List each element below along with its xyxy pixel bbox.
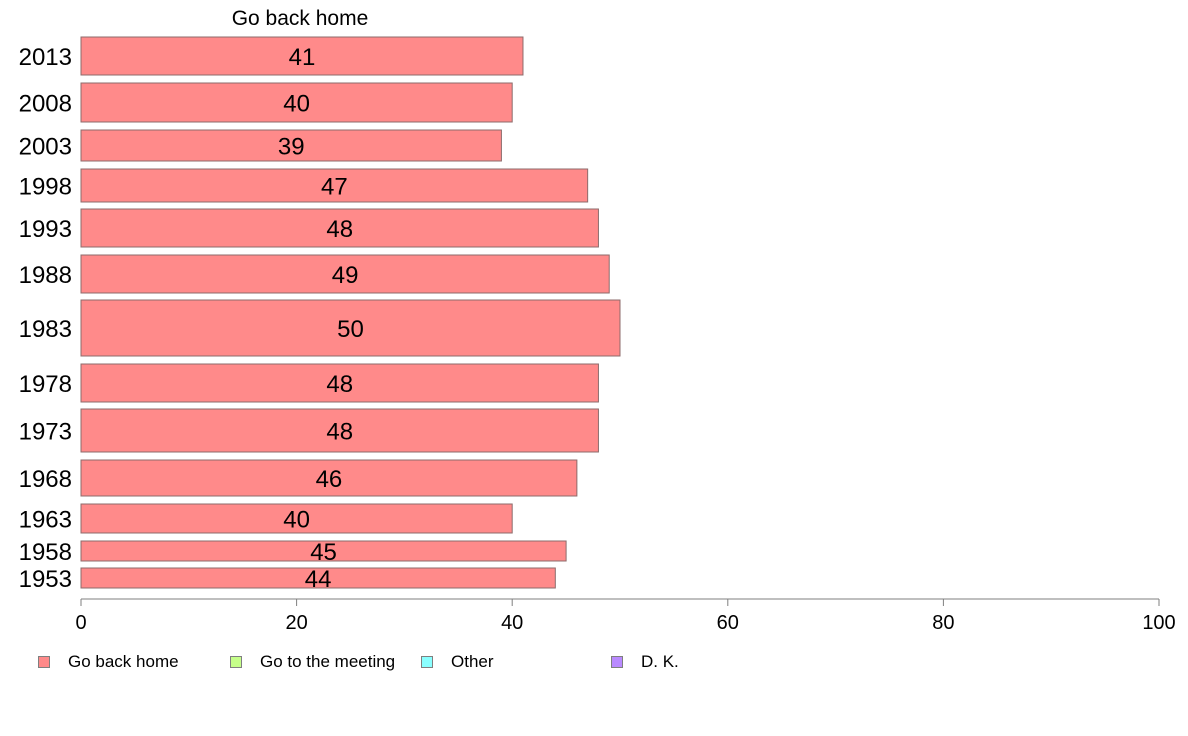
- bar-1968: [80, 459, 578, 497]
- bar-value-label-1958: 45: [310, 539, 337, 566]
- y-tick-label-1963: 1963: [19, 507, 72, 534]
- legend: Go back home Go to the meeting Other D. …: [38, 651, 1138, 673]
- y-tick-label-2003: 2003: [19, 134, 72, 161]
- y-tick-label-1978: 1978: [19, 371, 72, 398]
- bar-value-label-1953: 44: [305, 566, 332, 593]
- bar-value-label-1973: 48: [326, 419, 353, 446]
- bar-value-label-1998: 47: [321, 174, 348, 201]
- x-tick-label-0: 0: [75, 612, 86, 634]
- legend-item-other: Other: [421, 651, 494, 673]
- y-tick-label-1958: 1958: [19, 539, 72, 566]
- y-axis-labels: 2013 2008 2003 1998 1993 1988 1983 1978 1973 1968…: [19, 44, 72, 593]
- y-tick-label-1993: 1993: [19, 216, 72, 243]
- legend-swatch: [38, 656, 50, 668]
- bar-value-label-1983: 50: [337, 316, 364, 343]
- legend-label: D. K.: [641, 652, 679, 671]
- legend-item-go-to-the-meeting: Go to the meeting: [230, 651, 395, 673]
- bar-1993: [80, 208, 599, 248]
- bar-value-label-1993: 48: [326, 216, 353, 243]
- bar-value-label-1968: 46: [316, 466, 343, 493]
- x-tick-label-40: 40: [501, 612, 523, 634]
- bar-1963: [80, 503, 513, 534]
- bar-1973: [80, 408, 599, 453]
- legend-item-dk: D. K.: [611, 651, 679, 673]
- bar-1998: [80, 168, 589, 203]
- bar-1988: [80, 254, 610, 294]
- bar-value-label-1988: 49: [332, 262, 359, 289]
- bar-2013: [80, 36, 524, 76]
- x-tick-label-80: 80: [932, 612, 954, 634]
- bar-value-label-2008: 40: [283, 91, 310, 118]
- bar-2003: [80, 129, 502, 162]
- x-tick-label-20: 20: [285, 612, 307, 634]
- bar-1978: [80, 363, 599, 403]
- x-tick-label-100: 100: [1142, 612, 1175, 634]
- legend-label: Other: [451, 652, 494, 671]
- y-tick-label-1953: 1953: [19, 566, 72, 593]
- y-tick-label-1998: 1998: [19, 174, 72, 201]
- bar-1958: [80, 540, 567, 562]
- bar-value-label-2013: 41: [289, 44, 316, 71]
- bar-1953: [80, 567, 556, 589]
- y-tick-label-1973: 1973: [19, 419, 72, 446]
- bar-value-label-1978: 48: [326, 371, 353, 398]
- bar-value-label-2003: 39: [278, 134, 305, 161]
- legend-swatch: [421, 656, 433, 668]
- legend-swatch: [611, 656, 623, 668]
- bar-2008: [80, 82, 513, 123]
- y-tick-label-1983: 1983: [19, 316, 72, 343]
- y-tick-label-1968: 1968: [19, 466, 72, 493]
- legend-label: Go to the meeting: [260, 652, 396, 671]
- y-tick-label-1988: 1988: [19, 262, 72, 289]
- x-tick-label-60: 60: [717, 612, 739, 634]
- bars-layer: [80, 36, 621, 589]
- y-tick-label-2013: 2013: [19, 44, 72, 71]
- y-tick-label-2008: 2008: [19, 91, 72, 118]
- legend-swatch: [230, 656, 242, 668]
- bar-1983: [80, 299, 621, 357]
- chart-title: Go back home: [232, 7, 369, 30]
- x-axis: 0 20 40 60 80 100: [75, 598, 1176, 634]
- legend-item-go-back-home: Go back home: [38, 651, 179, 673]
- bar-value-label-1963: 40: [283, 507, 310, 534]
- legend-label: Go back home: [68, 652, 179, 671]
